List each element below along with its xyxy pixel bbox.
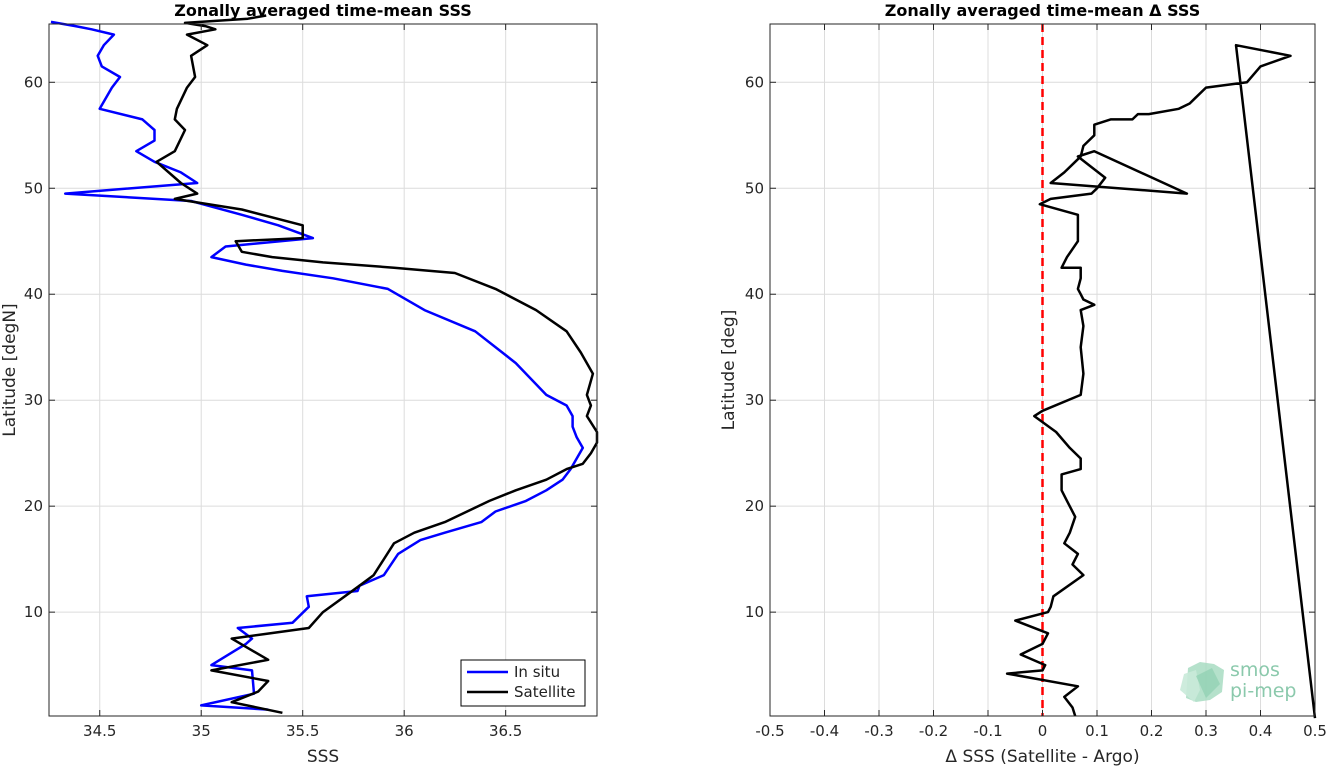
right-x-tick-label: 0.4 [1249,722,1273,740]
right-panel-delta-sss: -0.5 -0.4 -0.3 -0.2 -0.1 0 0.1 0.2 0.3 0.4 0.5 10 20… [719,1,1327,766]
left-panel-sss: 34.5 35 35.5 36 36.5 10 20 30 40 50 60 Zonally aver… [0,1,599,766]
legend-label-in-situ: In situ [514,663,560,681]
left-y-tick-label: 30 [24,391,43,409]
right-x-tick-label: -0.3 [864,722,893,740]
right-x-tick-label: -0.4 [810,722,839,740]
right-x-tick-label: -0.1 [973,722,1002,740]
left-y-axis-label: Latitude [degN] [0,303,20,436]
left-series-satellite [155,14,599,715]
right-y-tick-label: 20 [745,497,764,515]
left-chart-title: Zonally averaged time-mean SSS [174,1,472,20]
left-series-in-situ [50,20,585,711]
right-x-tick-label: 0.5 [1303,722,1327,740]
left-x-tick-label: 36.5 [489,722,522,740]
right-x-tick-label: 0.2 [1140,722,1164,740]
left-y-tick-label: 20 [24,497,43,515]
right-y-tick-label: 50 [745,179,764,197]
smos-pi-mep-logo: smos pi-mep [1180,659,1296,702]
right-x-axis-label: Δ SSS (Satellite - Argo) [945,747,1139,766]
watermark-line-pi-mep: pi-mep [1230,680,1296,702]
left-x-axis-label: SSS [307,747,339,766]
legend: In situ Satellite [460,659,586,707]
left-x-tick-label: 36 [395,722,414,740]
legend-label-satellite: Satellite [514,683,575,701]
right-x-tick-label: -0.5 [755,722,784,740]
right-y-tick-label: 10 [745,603,764,621]
left-x-tick-label: 35 [192,722,211,740]
left-y-tick-label: 10 [24,603,43,621]
left-axes-box [48,23,598,717]
left-x-tick-label: 34.5 [83,722,116,740]
right-x-tick-label: 0.3 [1194,722,1218,740]
right-x-tick-label: 0 [1038,722,1048,740]
right-x-tick-label: 0.1 [1085,722,1109,740]
watermark-line-smos: smos [1230,659,1280,681]
right-y-tick-label: 40 [745,285,764,303]
right-series-series-0 [1005,43,1317,719]
right-y-tick-label: 30 [745,391,764,409]
right-y-axis-label: Latitude [deg] [719,310,739,431]
right-x-tick-label: -0.2 [919,722,948,740]
left-y-tick-label: 60 [24,73,43,91]
right-y-tick-label: 60 [745,73,764,91]
left-y-tick-label: 50 [24,179,43,197]
left-x-tick-label: 35.5 [286,722,319,740]
right-chart-title: Zonally averaged time-mean Δ SSS [885,1,1201,20]
left-y-tick-label: 40 [24,285,43,303]
